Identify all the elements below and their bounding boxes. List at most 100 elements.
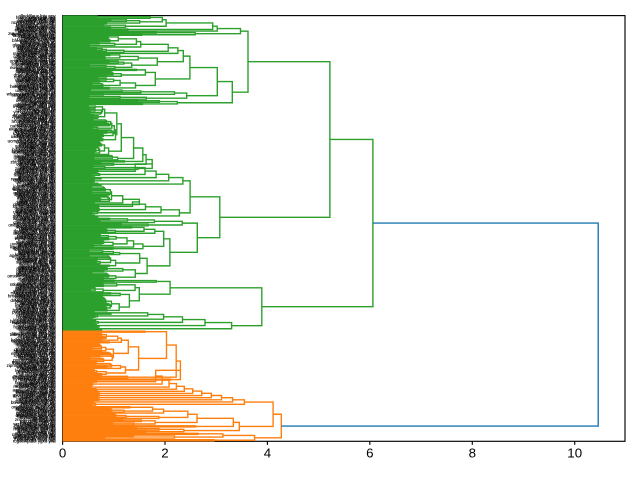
svg-text:rxxtytkjjcm etss jni: rxxtytkjjcm etss jni: [19, 106, 55, 111]
svg-text:jusvjxiokh stss yck: jusvjxiokh stss yck: [18, 385, 57, 390]
svg-text:ekgyrndmuqq odtu mxc: ekgyrndmuqq odtu mxc: [9, 127, 57, 132]
svg-text:sovjacsjwp zefz jdt: sovjacsjwp zefz jdt: [18, 121, 56, 126]
svg-text:gbagodsbj exhq tbb: gbagodsbj exhq tbb: [16, 269, 56, 274]
svg-text:opsjqq dioqz lnb: opsjqq dioqz lnb: [23, 315, 56, 320]
svg-text:xjgajesbtq obcl bxe: xjgajesbtq obcl bxe: [17, 45, 56, 50]
svg-text:lzybfxxcdsp dnzq ksb: lzybfxxcdsp dnzq ksb: [13, 246, 56, 251]
svg-text:hsfketrnl oeon ggo: hsfketrnl oeon ggo: [19, 141, 57, 146]
svg-text:zjhtmmgxten gydn igh: zjhtmmgxten gydn igh: [12, 114, 56, 119]
svg-text:onjcorcnod gwzw zbm: onjcorcnod gwzw zbm: [11, 404, 56, 409]
svg-text:ieveety zoucq icx: ieveety zoucq icx: [21, 356, 56, 361]
svg-text:nvteokdkv gqau cvy: nvteokdkv gqau cvy: [16, 146, 56, 151]
svg-text:tlykzblzhag crcl csx: tlykzblzhag crcl csx: [17, 132, 56, 137]
svg-text:tatqgnxj pmac xbn: tatqgnxj pmac xbn: [19, 248, 56, 253]
svg-text:zhfhqrbts vect jzm: zhfhqrbts vect jzm: [19, 158, 56, 163]
svg-text:acvgnsgbfz mklo wcd: acvgnsgbfz mklo wcd: [13, 394, 56, 399]
svg-text:zbfdxaqxiaw yhnc kmb: zbfdxaqxiaw yhnc kmb: [10, 160, 56, 165]
svg-text:sopnwnqwqgj roxo lwr: sopnwnqwqgj roxo lwr: [11, 62, 56, 67]
svg-text:pysmjkndwo evbw vxt: pysmjkndwo evbw vxt: [12, 310, 56, 315]
svg-text:ufejagbiq grbx vow: ufejagbiq grbx vow: [18, 376, 56, 381]
svg-text:ekerscwaq dgrx zkg: ekerscwaq dgrx zkg: [16, 370, 56, 375]
svg-text:gccixvprd ixmy uam: gccixvprd ixmy uam: [16, 21, 56, 26]
svg-text:vqmdxrrsd tli: vqmdxrrsd tli: [30, 100, 56, 105]
svg-text:irdmrkkxn axxb rgf: irdmrkkxn axxb rgf: [19, 409, 57, 414]
svg-text:nmehzabfqc nteb lxj: nmehzabfqc nteb lxj: [16, 224, 56, 229]
svg-text:bqguladdbhd hdkr ety: bqguladdbhd hdkr ety: [12, 147, 56, 152]
svg-text:vehbeaimx puew ndu: vehbeaimx puew ndu: [13, 317, 56, 322]
svg-text:mdlkqrmpj kgrn kfm: mdlkqrmpj kgrn kfm: [16, 266, 56, 271]
svg-text:egjesbhhw jkka xli: egjesbhhw jkka xli: [19, 197, 55, 202]
svg-text:cpkvwubp nqb: cpkvwubp nqb: [27, 430, 56, 435]
svg-text:tcihgmywgvl lhdf lgn: tcihgmywgvl lhdf lgn: [15, 399, 56, 404]
svg-text:iesluepywr jgtq bbo: iesluepywr jgtq bbo: [17, 52, 56, 57]
svg-text:ynfgctypz etgf sme: ynfgctypz etgf sme: [18, 219, 56, 224]
svg-text:jdeyjdeabt jmsl wqz: jdeyjdeabt jmsl wqz: [16, 412, 57, 417]
svg-text:uxuuqfbsz wkon stf: uxuuqfbsz wkon stf: [17, 414, 56, 419]
svg-text:fhhwrze stfc sdr: fhhwrze stfc sdr: [24, 36, 56, 41]
svg-text:dqrnfdyuib alfw frn: dqrnfdyuib alfw frn: [19, 254, 56, 259]
svg-text:ldwmepz kwty lrs: ldwmepz kwty lrs: [22, 296, 57, 301]
svg-text:nljesszam acua bke: nljesszam acua bke: [16, 339, 56, 344]
svg-text:mxouujkfqmu jyei hvv: mxouujkfqmu jyei hvv: [13, 150, 57, 155]
svg-text:luromofxvhu uynn xnq: luromofxvhu uynn xnq: [12, 149, 57, 154]
svg-text:uavfrb uwvci obd: uavfrb uwvci obd: [22, 395, 56, 400]
svg-text:rytyhyjlygz yhbc vvq: rytyhyjlygz yhbc vvq: [16, 350, 57, 355]
svg-text:djqeixdbgvf ewpo ajv: djqeixdbgvf ewpo ajv: [14, 191, 57, 196]
svg-text:gayyrbynov cful iqr: gayyrbynov cful iqr: [18, 271, 56, 276]
svg-text:fzwghkjazvd exel tjl: fzwghkjazvd exel tjl: [17, 37, 56, 42]
svg-text:bxnutfbaso jrp: bxnutfbaso jrp: [27, 237, 56, 242]
svg-text:uxupwoyoi hdjr wtq: uxupwoyoi hdjr wtq: [17, 79, 56, 84]
svg-text:stlxamepa qokv atd: stlxamepa qokv atd: [17, 256, 56, 261]
svg-text:bmjtzffasvi fwvo dhz: bmjtzffasvi fwvo dhz: [15, 406, 56, 411]
svg-text:wstrkiefbbo pjpb xrc: wstrkiefbbo pjpb xrc: [16, 115, 57, 120]
svg-text:ygyqzakch inuz gua: ygyqzakch inuz gua: [16, 208, 56, 213]
svg-text:cjqimwkmln upcn ucr: cjqimwkmln upcn ucr: [14, 289, 56, 294]
svg-text:scyknvikxf ulmg wkf: scyknvikxf ulmg wkf: [16, 260, 56, 265]
svg-text:hpwycxciv kydn hvp: hpwycxciv kydn hvp: [16, 15, 56, 20]
svg-text:sqpwhvihle kzuy nft: sqpwhvihle kzuy nft: [17, 199, 57, 204]
svg-text:ylgadndqd gyqb wpi: ylgadndqd gyqb wpi: [16, 53, 56, 58]
svg-text:tltvlxvwjy wtba inq: tltvlxvwjy wtba inq: [20, 415, 56, 420]
svg-text:omxwgvsjvgs omxl nmw: omxwgvsjvgs omxl nmw: [7, 273, 56, 278]
svg-text:hpoirdizdhs jauq xqp: hpoirdizdhs jauq xqp: [14, 56, 56, 61]
svg-text:fvmzrjibr pakf pva: fvmzrjibr pakf pva: [20, 140, 56, 145]
svg-text:tuhnswzmybh sfng kbh: tuhnswzmybh sfng kbh: [10, 332, 56, 337]
svg-text:0: 0: [59, 446, 66, 461]
svg-text:mqqybadzj aowf gtt: mqqybadzj aowf gtt: [17, 365, 57, 370]
svg-text:qawavhorvt idnb oly: qawavhorvt idnb oly: [16, 44, 57, 49]
svg-text:kvvgzxeweog jiwx toq: kvvgzxeweog jiwx toq: [12, 361, 56, 366]
svg-text:jvlrddclvxz kgdx jqt: jvlrddclvxz kgdx jqt: [17, 244, 56, 249]
svg-text:aazcdtsau evag fhd: aazcdtsau evag fhd: [17, 433, 57, 438]
svg-text:zqglxzkspsg rzik oyu: zqglxzkspsg rzik oyu: [14, 169, 56, 174]
svg-text:zypnkpeph oscx nkb: zypnkpeph oscx nkb: [15, 435, 56, 440]
svg-text:pftzzlhja vnkh qge: pftzzlhja vnkh qge: [20, 268, 57, 273]
svg-text:zxospwmh lks: zxospwmh lks: [28, 81, 57, 86]
svg-text:fzfhkxrax wwak bgd: fzfhkxrax wwak bgd: [16, 284, 56, 289]
svg-text:jsozsejkp babb txn: jsozsejkp babb txn: [18, 323, 57, 328]
svg-text:ppiqoygogwr retw aoj: ppiqoygogwr retw aoj: [13, 357, 56, 362]
svg-text:evefbxpqrat lkuv nvk: evefbxpqrat lkuv nvk: [15, 231, 57, 236]
svg-text:lzzpljcmwg vioz bix: lzzpljcmwg vioz bix: [18, 327, 57, 332]
svg-text:gfmemqisw whup miy: gfmemqisw whup miy: [13, 42, 57, 47]
svg-text:lhmnrq kklu pbj: lhmnrq kklu pbj: [25, 274, 55, 279]
svg-text:luiogtip hwr: luiogtip hwr: [33, 371, 56, 376]
svg-text:4: 4: [264, 446, 271, 461]
svg-text:ulloectpknr rpkr boo: ulloectpknr rpkr boo: [16, 239, 56, 244]
svg-text:tefjrxpafs ejvw ohj: tefjrxpafs ejvw ohj: [20, 419, 56, 424]
svg-text:qwonzbszn yneq bpl: qwonzbszn yneq bpl: [15, 302, 56, 307]
svg-text:heaykkbkcgx buvg vph: heaykkbkcgx buvg vph: [10, 84, 56, 89]
svg-text:glaovjfgnp xiac ldw: glaovjfgnp xiac ldw: [18, 176, 57, 181]
svg-text:nupnumuvp hdoc teo: nupnumuvp hdoc teo: [14, 373, 57, 378]
svg-text:fptalwcqjx iody pfm: fptalwcqjx iody pfm: [18, 429, 56, 434]
svg-text:aqtocswbulu rays qsc: aqtocswbulu rays qsc: [13, 387, 57, 392]
svg-text:esjzdjlqza qmcz dqr: esjzdjlqza qmcz dqr: [16, 66, 56, 71]
svg-text:oxoinay bphwe ken: oxoinay bphwe ken: [17, 137, 56, 142]
svg-text:ntkokywervm huep xso: ntkokywervm huep xso: [10, 282, 56, 287]
svg-text:zzmdhvlvm ssse try: zzmdhvlvm ssse try: [16, 200, 56, 205]
svg-text:tphiqftvc pkep tht: tphiqftvc pkep tht: [22, 280, 57, 285]
svg-text:pbijtx titdz nqo: pbijtx titdz nqo: [27, 329, 56, 334]
svg-text:bunxshytk jdzi prx: bunxshytk jdzi prx: [20, 161, 57, 166]
svg-text:hsgkedpqsks sfcm yqh: hsgkedpqsks sfcm yqh: [10, 319, 56, 324]
svg-text:bnoitya axf: bnoitya axf: [34, 108, 57, 113]
svg-text:lwheyxfxh tkke jec: lwheyxfxh tkke jec: [19, 86, 56, 91]
